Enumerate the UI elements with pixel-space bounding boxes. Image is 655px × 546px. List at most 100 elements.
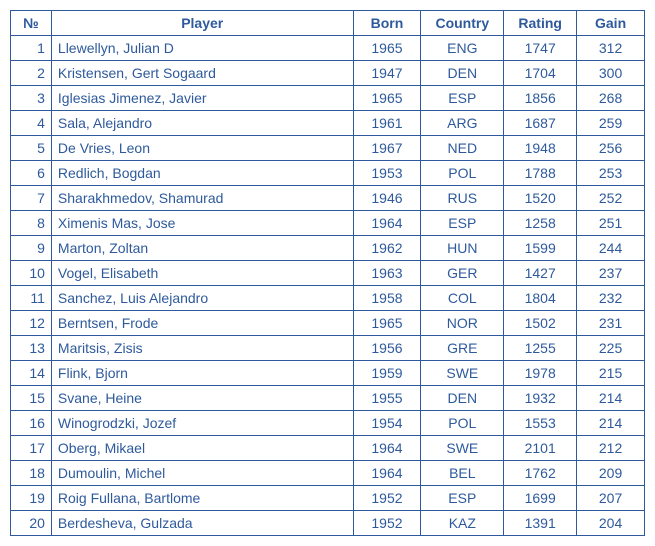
cell-gain: 212 <box>577 436 645 461</box>
table-row: 15Svane, Heine1955DEN1932214 <box>11 386 645 411</box>
cell-gain: 214 <box>577 411 645 436</box>
cell-number: 9 <box>11 236 52 261</box>
cell-rating: 1978 <box>504 361 577 386</box>
cell-born: 1947 <box>353 61 421 86</box>
cell-gain: 237 <box>577 261 645 286</box>
cell-number: 4 <box>11 111 52 136</box>
table-row: 14Flink, Bjorn1959SWE1978215 <box>11 361 645 386</box>
cell-player: Kristensen, Gert Sogaard <box>51 61 353 86</box>
cell-country: ARG <box>421 111 504 136</box>
cell-born: 1961 <box>353 111 421 136</box>
cell-born: 1967 <box>353 136 421 161</box>
cell-player: Sharakhmedov, Shamurad <box>51 186 353 211</box>
cell-country: GRE <box>421 336 504 361</box>
table-row: 5De Vries, Leon1967NED1948256 <box>11 136 645 161</box>
cell-gain: 259 <box>577 111 645 136</box>
cell-number: 11 <box>11 286 52 311</box>
cell-number: 6 <box>11 161 52 186</box>
cell-player: Redlich, Bogdan <box>51 161 353 186</box>
table-row: 8Ximenis Mas, Jose1964ESP1258251 <box>11 211 645 236</box>
table-row: 4Sala, Alejandro1961ARG1687259 <box>11 111 645 136</box>
cell-number: 13 <box>11 336 52 361</box>
cell-gain: 312 <box>577 36 645 61</box>
player-ratings-table: № Player Born Country Rating Gain 1Llewe… <box>10 10 645 536</box>
cell-country: ENG <box>421 36 504 61</box>
cell-born: 1964 <box>353 211 421 236</box>
cell-born: 1953 <box>353 161 421 186</box>
table-row: 11Sanchez, Luis Alejandro1958COL1804232 <box>11 286 645 311</box>
cell-gain: 225 <box>577 336 645 361</box>
cell-country: KAZ <box>421 511 504 536</box>
cell-gain: 244 <box>577 236 645 261</box>
header-row: № Player Born Country Rating Gain <box>11 11 645 36</box>
cell-number: 10 <box>11 261 52 286</box>
cell-born: 1952 <box>353 511 421 536</box>
cell-player: Berdesheva, Gulzada <box>51 511 353 536</box>
cell-gain: 232 <box>577 286 645 311</box>
cell-player: Iglesias Jimenez, Javier <box>51 86 353 111</box>
cell-gain: 300 <box>577 61 645 86</box>
cell-born: 1965 <box>353 86 421 111</box>
cell-rating: 1687 <box>504 111 577 136</box>
table-row: 16Winogrodzki, Jozef1954POL1553214 <box>11 411 645 436</box>
cell-rating: 1762 <box>504 461 577 486</box>
cell-country: COL <box>421 286 504 311</box>
cell-born: 1955 <box>353 386 421 411</box>
cell-player: Vogel, Elisabeth <box>51 261 353 286</box>
cell-player: Berntsen, Frode <box>51 311 353 336</box>
cell-gain: 209 <box>577 461 645 486</box>
col-player: Player <box>51 11 353 36</box>
cell-number: 19 <box>11 486 52 511</box>
cell-player: Sala, Alejandro <box>51 111 353 136</box>
cell-born: 1964 <box>353 461 421 486</box>
cell-number: 14 <box>11 361 52 386</box>
cell-rating: 1948 <box>504 136 577 161</box>
cell-number: 2 <box>11 61 52 86</box>
cell-rating: 1502 <box>504 311 577 336</box>
cell-rating: 1932 <box>504 386 577 411</box>
cell-rating: 1520 <box>504 186 577 211</box>
cell-country: DEN <box>421 386 504 411</box>
cell-gain: 231 <box>577 311 645 336</box>
cell-country: HUN <box>421 236 504 261</box>
table-row: 9Marton, Zoltan1962HUN1599244 <box>11 236 645 261</box>
cell-born: 1946 <box>353 186 421 211</box>
cell-born: 1959 <box>353 361 421 386</box>
cell-born: 1952 <box>353 486 421 511</box>
col-gain: Gain <box>577 11 645 36</box>
cell-country: NED <box>421 136 504 161</box>
cell-player: Oberg, Mikael <box>51 436 353 461</box>
table-row: 20Berdesheva, Gulzada1952KAZ1391204 <box>11 511 645 536</box>
col-born: Born <box>353 11 421 36</box>
cell-country: RUS <box>421 186 504 211</box>
col-rating: Rating <box>504 11 577 36</box>
cell-player: Maritsis, Zisis <box>51 336 353 361</box>
cell-country: POL <box>421 161 504 186</box>
cell-born: 1956 <box>353 336 421 361</box>
cell-number: 15 <box>11 386 52 411</box>
cell-rating: 1704 <box>504 61 577 86</box>
cell-number: 7 <box>11 186 52 211</box>
cell-number: 8 <box>11 211 52 236</box>
cell-player: De Vries, Leon <box>51 136 353 161</box>
cell-country: ESP <box>421 86 504 111</box>
cell-country: SWE <box>421 436 504 461</box>
table-row: 13Maritsis, Zisis1956GRE1255225 <box>11 336 645 361</box>
cell-player: Ximenis Mas, Jose <box>51 211 353 236</box>
table-row: 3Iglesias Jimenez, Javier1965ESP1856268 <box>11 86 645 111</box>
cell-rating: 1258 <box>504 211 577 236</box>
cell-gain: 256 <box>577 136 645 161</box>
cell-rating: 1255 <box>504 336 577 361</box>
cell-country: SWE <box>421 361 504 386</box>
cell-number: 3 <box>11 86 52 111</box>
cell-gain: 214 <box>577 386 645 411</box>
cell-gain: 253 <box>577 161 645 186</box>
cell-country: NOR <box>421 311 504 336</box>
table-row: 17Oberg, Mikael1964SWE2101212 <box>11 436 645 461</box>
cell-player: Llewellyn, Julian D <box>51 36 353 61</box>
cell-rating: 1699 <box>504 486 577 511</box>
cell-player: Svane, Heine <box>51 386 353 411</box>
cell-player: Dumoulin, Michel <box>51 461 353 486</box>
cell-country: BEL <box>421 461 504 486</box>
cell-born: 1954 <box>353 411 421 436</box>
